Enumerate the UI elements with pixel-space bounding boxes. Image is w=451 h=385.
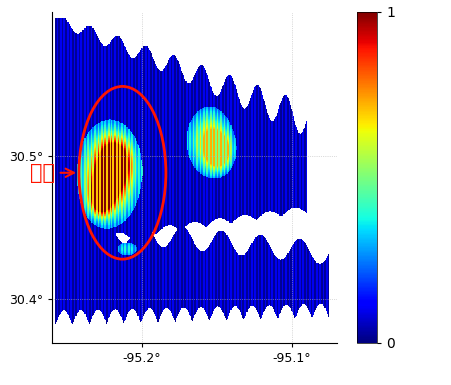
Text: 구름: 구름: [30, 163, 74, 183]
